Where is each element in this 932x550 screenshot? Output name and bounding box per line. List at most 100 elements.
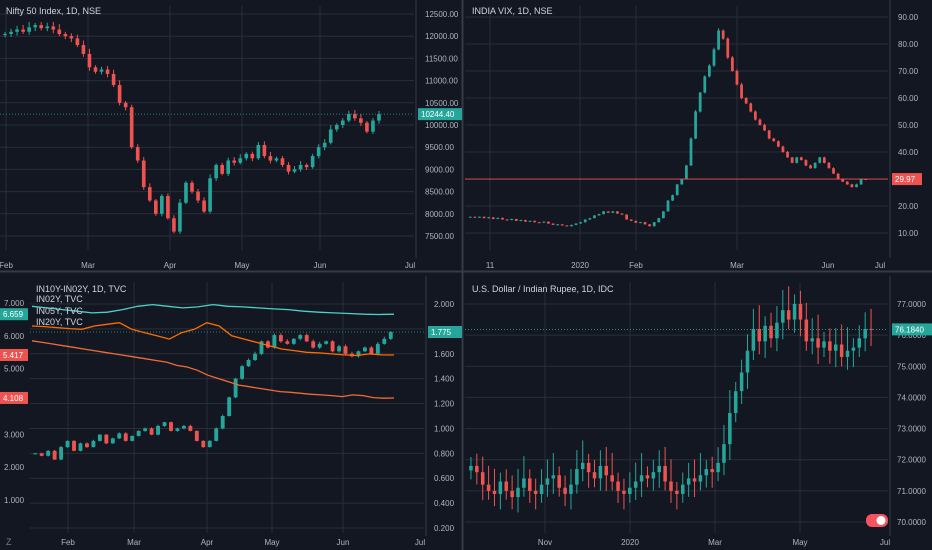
nifty-candle[interactable] (81, 45, 86, 54)
spread-candle[interactable] (324, 341, 329, 344)
vix-candle[interactable] (666, 200, 670, 212)
usdinr-candle[interactable] (851, 347, 856, 351)
spread-candle[interactable] (227, 397, 232, 416)
pane-in10y-in02y[interactable]: 2.0001.8001.6001.4001.2001.0000.8000.600… (0, 276, 462, 547)
usdinr-candle[interactable] (716, 462, 720, 473)
pane-nifty[interactable]: 12500.00 12000.00 11500.00 11000.00 10500.00… (0, 0, 462, 270)
usdinr-candle[interactable] (598, 465, 603, 479)
usdinr-candle[interactable] (633, 481, 638, 488)
spread-candle[interactable] (136, 430, 141, 436)
spread-candle[interactable] (65, 440, 70, 448)
spread-candle[interactable] (317, 343, 322, 348)
usdinr-candle[interactable] (745, 350, 750, 373)
spread-candle[interactable] (78, 443, 83, 451)
nifty-candle[interactable] (21, 29, 25, 32)
nifty-candle[interactable] (141, 160, 146, 188)
nifty-candle[interactable] (117, 85, 122, 103)
vix-candle[interactable] (850, 184, 854, 188)
usdinr-candle[interactable] (869, 328, 873, 330)
vix-candle[interactable] (556, 224, 560, 226)
vix-candle[interactable] (772, 138, 776, 142)
vix-candle[interactable] (795, 157, 799, 163)
vix-candle[interactable] (717, 30, 720, 50)
vix-candle[interactable] (781, 146, 785, 152)
nifty-candle[interactable] (377, 114, 381, 121)
vix-candle[interactable] (551, 223, 555, 225)
usdinr-candle[interactable] (475, 465, 479, 473)
legend-in20y[interactable]: IN20Y, TVC (36, 317, 83, 327)
vix-candle[interactable] (735, 71, 739, 85)
vix-candle[interactable] (629, 219, 633, 221)
usdinr-candle[interactable] (539, 484, 544, 494)
vix-candle[interactable] (528, 220, 532, 222)
nifty-candle[interactable] (184, 182, 188, 203)
usdinr-candle[interactable] (681, 484, 685, 494)
vix-candle[interactable] (560, 224, 564, 226)
vix-candle[interactable] (583, 219, 587, 223)
spread-candle[interactable] (39, 453, 44, 456)
nifty-candle[interactable] (147, 187, 152, 201)
spread-candle[interactable] (46, 450, 51, 456)
nifty-candle[interactable] (353, 113, 357, 119)
vix-candle[interactable] (593, 215, 596, 219)
usdinr-candle[interactable] (792, 304, 797, 320)
nifty-candle[interactable] (154, 200, 158, 214)
vix-candle[interactable] (524, 220, 527, 222)
nifty-candle[interactable] (238, 158, 243, 163)
usdinr-candle[interactable] (781, 310, 785, 323)
series-line-2[interactable] (31, 322, 395, 357)
nifty-candle[interactable] (202, 200, 206, 212)
nifty-candle[interactable] (316, 147, 321, 157)
usdinr-candle[interactable] (522, 478, 526, 488)
spread-candle[interactable] (330, 341, 335, 352)
usdinr-candle[interactable] (710, 469, 714, 473)
vix-candle[interactable] (620, 213, 624, 215)
nifty-candle[interactable] (87, 53, 92, 68)
vix-candle[interactable] (570, 224, 573, 227)
vix-candle[interactable] (478, 216, 481, 218)
usdinr-candle[interactable] (769, 325, 773, 339)
vix-candle[interactable] (533, 220, 537, 223)
usdinr-candle[interactable] (775, 322, 779, 339)
spread-candle[interactable] (240, 366, 245, 379)
spread-candle[interactable] (291, 338, 296, 344)
nifty-candle[interactable] (292, 169, 297, 172)
usdinr-candle[interactable] (580, 462, 585, 470)
spread-candle[interactable] (362, 347, 367, 352)
usdinr-candle[interactable] (763, 325, 767, 342)
spread-candle[interactable] (59, 447, 64, 460)
nifty-candle[interactable] (280, 158, 285, 165)
nifty-candle[interactable] (45, 26, 50, 29)
spread-candle[interactable] (194, 430, 199, 441)
nifty-candle[interactable] (27, 27, 31, 32)
series-line-1[interactable] (31, 340, 395, 399)
spread-candle[interactable] (117, 433, 122, 439)
spread-candle[interactable] (97, 434, 102, 441)
nifty-candle[interactable] (166, 196, 170, 219)
vix-candle[interactable] (514, 218, 518, 221)
nifty-candle[interactable] (39, 25, 44, 29)
spread-candle[interactable] (220, 416, 225, 429)
usdinr-candle[interactable] (857, 338, 862, 348)
nifty-candle[interactable] (214, 164, 218, 179)
spread-candle[interactable] (253, 353, 257, 360)
legend-in05y[interactable]: IN05Y, TVC (36, 306, 83, 316)
usdinr-candle[interactable] (810, 338, 814, 342)
nifty-candle[interactable] (111, 73, 116, 86)
usdinr-candle[interactable] (722, 444, 726, 463)
spread-candle[interactable] (233, 378, 238, 398)
vix-candle[interactable] (579, 222, 583, 224)
usdinr-candle[interactable] (757, 328, 762, 342)
spread-candle[interactable] (162, 422, 167, 426)
spread-candle[interactable] (175, 428, 180, 431)
vix-candle[interactable] (698, 92, 702, 112)
vix-candle[interactable] (703, 76, 707, 93)
vix-candle[interactable] (680, 179, 684, 185)
pane-india-vix[interactable]: 90.0080.0070.0060.0050.0040.0030.0020.00… (465, 0, 922, 270)
nifty-candle[interactable] (123, 102, 128, 108)
vix-candle[interactable] (767, 130, 771, 139)
nifty-candle[interactable] (322, 142, 327, 148)
vix-candle[interactable] (855, 184, 858, 188)
vix-candle[interactable] (602, 211, 606, 215)
usdinr-candle[interactable] (486, 484, 491, 491)
